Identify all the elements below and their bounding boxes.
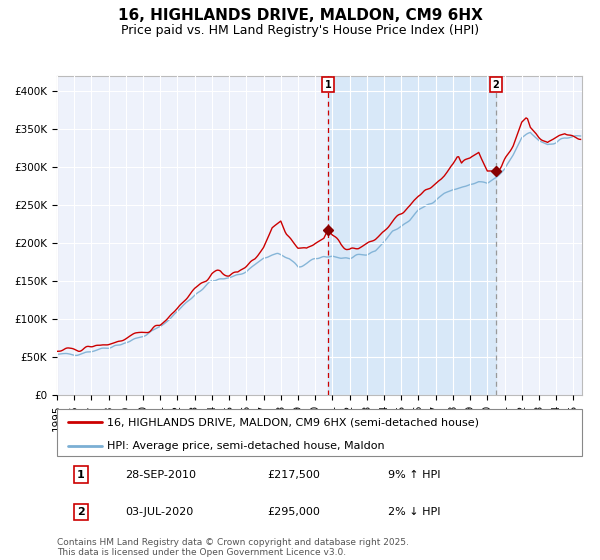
Text: 16, HIGHLANDS DRIVE, MALDON, CM9 6HX (semi-detached house): 16, HIGHLANDS DRIVE, MALDON, CM9 6HX (se… bbox=[107, 417, 479, 427]
FancyBboxPatch shape bbox=[57, 409, 582, 456]
Text: HPI: Average price, semi-detached house, Maldon: HPI: Average price, semi-detached house,… bbox=[107, 441, 385, 451]
Text: 1: 1 bbox=[325, 80, 331, 90]
Text: Contains HM Land Registry data © Crown copyright and database right 2025.
This d: Contains HM Land Registry data © Crown c… bbox=[57, 538, 409, 557]
Text: 16, HIGHLANDS DRIVE, MALDON, CM9 6HX: 16, HIGHLANDS DRIVE, MALDON, CM9 6HX bbox=[118, 8, 482, 24]
Text: Price paid vs. HM Land Registry's House Price Index (HPI): Price paid vs. HM Land Registry's House … bbox=[121, 24, 479, 36]
Text: 2% ↓ HPI: 2% ↓ HPI bbox=[388, 507, 440, 517]
Bar bbox=[328, 76, 496, 395]
Text: 2: 2 bbox=[493, 80, 499, 90]
Text: £295,000: £295,000 bbox=[267, 507, 320, 517]
Text: 1: 1 bbox=[77, 470, 85, 479]
Text: 9% ↑ HPI: 9% ↑ HPI bbox=[388, 470, 440, 479]
Text: 2: 2 bbox=[77, 507, 85, 517]
Text: 03-JUL-2020: 03-JUL-2020 bbox=[125, 507, 193, 517]
Text: £217,500: £217,500 bbox=[267, 470, 320, 479]
Text: 28-SEP-2010: 28-SEP-2010 bbox=[125, 470, 196, 479]
